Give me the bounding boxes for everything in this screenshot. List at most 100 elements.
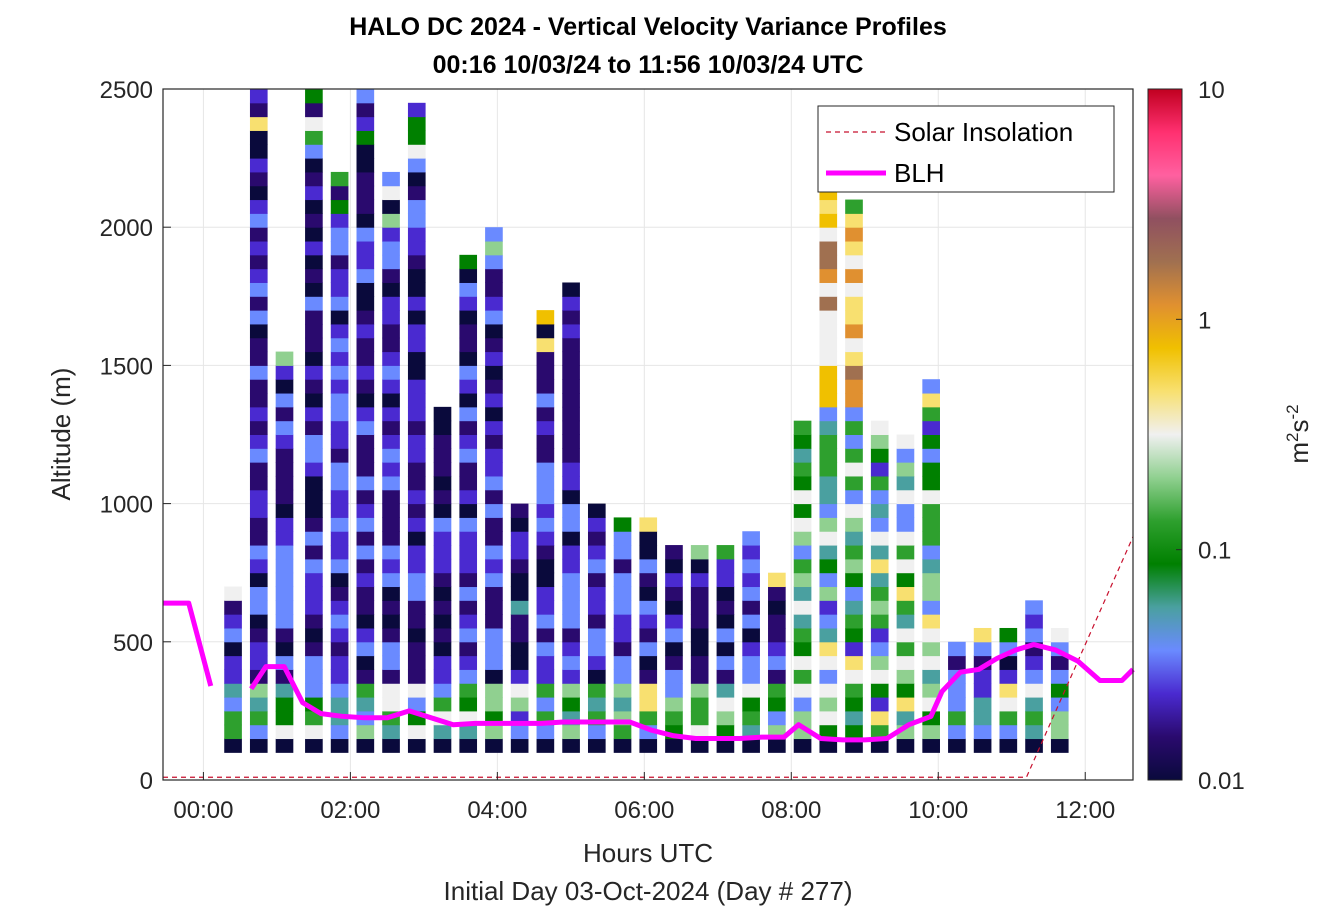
heatmap-cell [870, 627, 889, 643]
heatmap-cell [382, 545, 400, 560]
y-tick-label: 0 [140, 768, 153, 795]
heatmap-cell [459, 296, 478, 311]
heatmap-cell [330, 393, 349, 408]
heatmap-cell [249, 296, 268, 311]
heatmap-cell [249, 102, 268, 118]
heatmap-cell [249, 185, 268, 201]
heatmap-cell [356, 503, 375, 518]
heatmap-cell [249, 268, 268, 283]
heatmap-cell [249, 724, 268, 740]
heatmap-cell [407, 503, 426, 518]
heatmap-cell [485, 558, 503, 574]
heatmap-cell [459, 323, 478, 339]
heatmap-cell [819, 462, 838, 477]
heatmap-cell [742, 669, 760, 684]
heatmap-cell [562, 282, 580, 297]
heatmap-cell [587, 558, 606, 574]
heatmap-cell [485, 489, 503, 505]
heatmap-cell [305, 448, 323, 463]
heatmap-cell [845, 379, 863, 394]
heatmap-cell [330, 572, 349, 588]
heatmap-cell [973, 697, 992, 712]
heatmap-cell [819, 365, 838, 380]
heatmap-cell [459, 572, 478, 588]
heatmap-cell [356, 600, 375, 615]
heatmap-cell [459, 254, 478, 270]
heatmap-cell [356, 89, 375, 104]
heatmap-cell [922, 558, 940, 574]
heatmap-cell [819, 337, 838, 353]
heatmap-cell [330, 171, 349, 187]
heatmap-cell [587, 614, 606, 629]
heatmap-cell [896, 600, 915, 615]
chart-subtitle: 00:16 10/03/24 to 11:56 10/03/24 UTC [433, 51, 864, 79]
heatmap-cell [407, 282, 426, 297]
heatmap-cell [613, 517, 632, 532]
heatmap-cell [459, 738, 478, 753]
heatmap-cell [330, 296, 349, 311]
heatmap-cell [407, 724, 426, 740]
heatmap-cell [249, 545, 268, 560]
heatmap-cell [793, 545, 812, 560]
heatmap-cell [330, 558, 349, 574]
heatmap-cell [613, 655, 632, 670]
heatmap-cell [330, 213, 349, 228]
heatmap-cell [999, 627, 1018, 643]
heatmap-cell [922, 489, 940, 505]
x-axis-ticks: 00:00 02:00 04:00 06:00 08:00 10:00 12:00 [173, 772, 1115, 824]
x-axis-label: Hours UTC [583, 838, 713, 868]
heatmap-cell [510, 738, 529, 753]
heatmap-cell [716, 655, 735, 670]
heatmap-cell [382, 241, 400, 256]
heatmap-cell [382, 655, 400, 670]
heatmap-cell [562, 738, 580, 753]
heatmap-cell [536, 586, 555, 601]
heatmap-cell [536, 627, 555, 643]
heatmap-cell [536, 572, 555, 588]
heatmap-cell [716, 683, 735, 698]
heatmap-cell [536, 545, 555, 560]
heatmap-cell [382, 448, 400, 463]
heatmap-cell [249, 710, 268, 726]
heatmap-cell [249, 627, 268, 643]
heatmap-cell [845, 683, 863, 698]
heatmap-cell [922, 448, 940, 463]
heatmap-cell [485, 420, 503, 435]
heatmap-cell [562, 406, 580, 422]
heatmap-cell [275, 379, 294, 394]
heatmap-cell [948, 697, 966, 712]
heatmap-cell [382, 697, 400, 712]
heatmap-cell [896, 545, 915, 560]
heatmap-cell [305, 144, 323, 159]
heatmap-cell [459, 337, 478, 353]
heatmap-cell [510, 697, 529, 712]
heatmap-cell [639, 600, 658, 615]
heatmap-cell [485, 393, 503, 408]
heatmap-cell [249, 448, 268, 463]
heatmap-cell [922, 586, 940, 601]
heatmap-cell [1050, 697, 1069, 712]
heatmap-cell [249, 434, 268, 449]
heatmap-cell [999, 738, 1018, 753]
heatmap-cell [510, 724, 529, 740]
heatmap-cell [819, 697, 838, 712]
heatmap-cell [275, 517, 294, 532]
heatmap-cell [407, 475, 426, 491]
heatmap-cell [485, 254, 503, 270]
heatmap-cell [275, 572, 294, 588]
heatmap-cell [305, 351, 323, 366]
heatmap-cell [999, 683, 1018, 698]
heatmap-cell [305, 517, 323, 532]
heatmap-cell [433, 489, 452, 505]
heatmap-cell [356, 282, 375, 297]
heatmap-cell [382, 627, 400, 643]
heatmap-cell [356, 434, 375, 449]
heatmap-cell [224, 724, 242, 740]
heatmap-cell [330, 669, 349, 684]
heatmap-cell [665, 586, 683, 601]
heatmap-cell [305, 683, 323, 698]
colorbar-ticks: 0.01 0.1 1 10 [1176, 77, 1245, 795]
heatmap-cell [639, 738, 658, 753]
y-axis-ticks: 0 500 1000 1500 2000 2500 [100, 77, 171, 795]
heatmap-cell [224, 710, 242, 726]
